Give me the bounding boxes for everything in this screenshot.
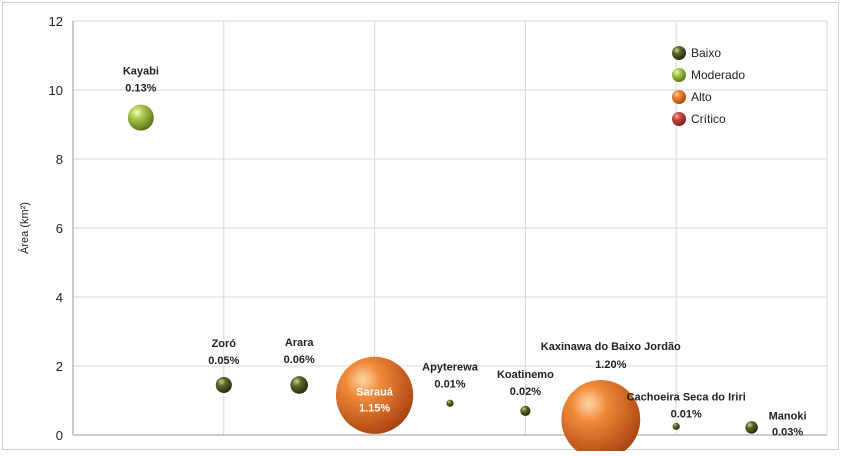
bubble-pct-label: 0.02% xyxy=(510,386,541,398)
y-tick-label: 8 xyxy=(56,152,63,167)
bubbles xyxy=(127,104,758,456)
bubble-pct-label: 0.13% xyxy=(125,83,156,95)
bubble-pct-label: 0.01% xyxy=(434,378,465,390)
bubble-name-label: Apyterewa xyxy=(422,361,479,373)
y-tick-label: 0 xyxy=(56,428,63,443)
bubble-pct-label: 0.05% xyxy=(208,355,239,367)
legend-marker-moderado xyxy=(672,68,686,82)
legend-label: Alto xyxy=(691,90,712,104)
legend: Baixo Moderado Alto Crítico xyxy=(672,46,745,126)
gridlines xyxy=(73,20,828,436)
y-tick-label: 6 xyxy=(56,221,63,236)
bubble-cachoeira-seca-do-iriri xyxy=(672,422,680,430)
bubble-pct-label: 0.06% xyxy=(284,354,315,366)
bubble-name-label: Manoki xyxy=(769,410,807,422)
bubble-kaxinawa-do-baixo-jord-o xyxy=(561,380,641,456)
bubble-name-label: Arara xyxy=(285,337,315,349)
legend-label: Baixo xyxy=(691,46,721,60)
legend-label: Moderado xyxy=(691,68,745,82)
bubble-arara xyxy=(290,376,309,394)
bubble-name-label: Sarauá xyxy=(356,386,394,398)
bubble-pct-label: 1.20% xyxy=(595,359,626,371)
axes: 0 2 4 6 8 10 12 Área (km²) xyxy=(18,14,827,443)
bubble-pct-label: 1.15% xyxy=(359,402,390,414)
legend-marker-cr-tico xyxy=(672,112,686,126)
bubble-koatinemo xyxy=(520,405,531,416)
bubble-name-label: Kaxinawa do Baixo Jordão xyxy=(541,341,681,353)
bubble-name-label: Cachoeira Seca do Iriri xyxy=(627,391,746,403)
bubble-sarau- xyxy=(335,356,414,434)
bubble-name-label: Koatinemo xyxy=(497,369,554,381)
legend-marker-alto xyxy=(672,90,686,104)
y-tick-label: 12 xyxy=(49,14,63,29)
bubble-pct-label: 0.01% xyxy=(671,408,702,420)
y-tick-label: 4 xyxy=(56,290,63,305)
bubble-zor- xyxy=(215,376,232,394)
bubble-manoki xyxy=(745,421,758,434)
legend-marker-baixo xyxy=(672,46,686,60)
bubble-apyterewa xyxy=(446,399,454,407)
legend-label: Crítico xyxy=(691,112,726,126)
bubble-labels: Kayabi 0.13% Zoró 0.05% Arara 0.06% Sarauá 1.15… xyxy=(123,66,807,439)
bubble-pct-label: 0.03% xyxy=(772,426,803,438)
bubble-name-label: Kayabi xyxy=(123,66,159,78)
bubble-name-label: Zoró xyxy=(212,338,237,350)
bubble-kayabi xyxy=(127,104,154,131)
y-tick-label: 10 xyxy=(49,83,63,98)
y-axis-label: Área (km²) xyxy=(18,202,31,254)
bubble-chart: 0 2 4 6 8 10 12 Área (km²) Kayabi 0.13% Zoró 0.05%… xyxy=(18,14,828,456)
y-tick-label: 2 xyxy=(56,359,63,374)
